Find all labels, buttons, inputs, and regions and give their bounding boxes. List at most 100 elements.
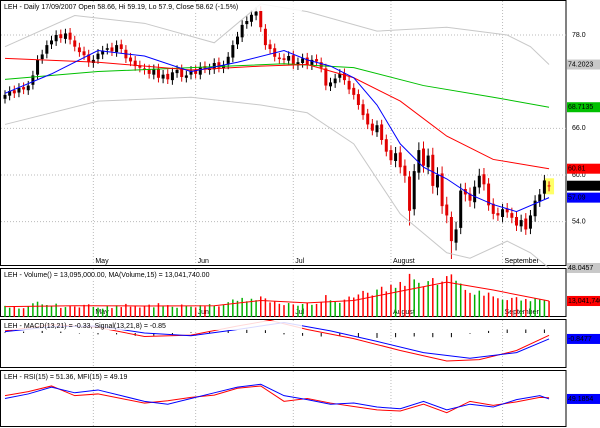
candle-body <box>366 113 370 125</box>
volume-bar <box>139 307 141 317</box>
volume-bar <box>529 301 532 317</box>
panel-frame <box>0 319 567 368</box>
candle-body <box>40 54 44 60</box>
month-label: Jun <box>198 258 209 265</box>
volume-bar <box>478 290 481 317</box>
month-label: Jul <box>295 309 304 316</box>
indicator-line <box>4 3 550 65</box>
candle-body <box>496 213 500 216</box>
volume-bar <box>515 297 518 317</box>
value-tag: 57.09 <box>568 194 586 201</box>
histogram-bar <box>171 333 173 335</box>
volume-bar <box>143 306 146 317</box>
candle-body <box>259 10 263 28</box>
candle-body <box>426 155 430 168</box>
value-tag: 48.0457 <box>568 265 593 272</box>
volume-bar <box>162 306 164 317</box>
candle-body <box>505 208 509 213</box>
candle-body <box>473 186 477 203</box>
histogram-bar <box>23 331 25 333</box>
volume-bar <box>413 279 415 317</box>
volume-bar <box>236 300 239 317</box>
histogram-bar <box>60 331 62 333</box>
indicator-line <box>4 57 550 170</box>
candle-body <box>249 14 253 22</box>
candle-body <box>301 58 305 63</box>
volume-bar <box>390 284 392 317</box>
volume-bar <box>134 305 136 317</box>
value-tag-bg <box>567 192 600 203</box>
histogram-bar <box>227 330 229 333</box>
value-tag: 13,041,740 <box>568 298 600 305</box>
y-tick-label: 54.0 <box>572 219 586 226</box>
value-tag: 68.7135 <box>568 104 593 111</box>
volume-bar <box>283 305 285 317</box>
volume-bar <box>469 292 471 317</box>
title-bg <box>2 321 302 330</box>
candle-body <box>17 87 21 93</box>
histogram-bar <box>283 333 285 335</box>
histogram-bar <box>432 333 434 338</box>
volume-bar <box>339 302 341 317</box>
volume-bar <box>167 305 169 317</box>
volume-bar <box>18 308 20 317</box>
candle-body <box>180 69 184 77</box>
volume-bar <box>60 307 62 317</box>
volume-bar <box>148 304 150 317</box>
volume-bar <box>69 305 71 317</box>
candle-body <box>291 55 295 65</box>
volume-bar <box>501 299 504 317</box>
histogram-bar <box>469 333 471 334</box>
histogram-bar <box>41 330 43 333</box>
candle-body <box>198 66 202 75</box>
volume-bar <box>32 303 34 317</box>
y-tick-label: 78.0 <box>572 32 586 39</box>
histogram-bar <box>376 333 378 338</box>
histogram-bar <box>413 333 415 337</box>
volume-bar <box>432 278 434 317</box>
candle-body <box>384 139 388 152</box>
candle-body <box>147 69 151 74</box>
volume-bar <box>246 301 248 317</box>
candle-body <box>77 47 81 53</box>
histogram-bar <box>153 333 155 336</box>
volume-bar <box>101 308 104 317</box>
candle-body <box>63 33 67 39</box>
volume-bar <box>213 305 215 317</box>
candle-body <box>12 90 16 94</box>
volume-bar <box>74 306 76 317</box>
title-bg <box>2 270 302 279</box>
candle-body <box>319 62 323 68</box>
volume-bar <box>194 307 197 317</box>
volume-bar <box>422 286 425 317</box>
candle-body <box>356 94 360 105</box>
month-label: September <box>505 309 540 316</box>
histogram-bar <box>506 329 508 333</box>
candle-body <box>73 40 77 47</box>
candle-body <box>8 91 12 96</box>
candle-body <box>403 165 407 176</box>
candle-body <box>115 45 119 53</box>
candle-body <box>324 68 328 86</box>
candle-body <box>542 180 546 194</box>
histogram-bar <box>246 328 248 333</box>
indicator-line <box>4 383 550 411</box>
histogram-bar <box>339 333 341 336</box>
histogram-bar <box>97 333 99 335</box>
candle-body <box>501 209 505 217</box>
month-label: Jun <box>198 309 209 316</box>
candle-body <box>408 176 412 211</box>
volume-bar <box>120 307 122 317</box>
volume-bar <box>227 302 229 317</box>
volume-bar <box>353 297 355 317</box>
volume-bar <box>399 281 401 317</box>
candle-body <box>268 44 272 49</box>
volume-bar <box>27 306 29 317</box>
candle-body <box>431 154 435 186</box>
candle-body <box>161 74 165 79</box>
value-tag-bg <box>567 163 600 174</box>
volume-bar <box>446 276 448 317</box>
indicator-line <box>4 50 550 213</box>
candle-body <box>375 125 379 133</box>
